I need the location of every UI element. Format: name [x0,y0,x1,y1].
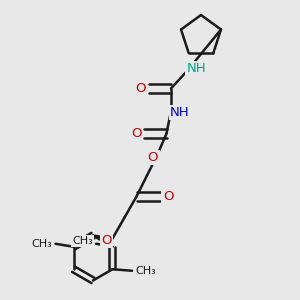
Text: CH₃: CH₃ [72,236,93,246]
Text: NH: NH [187,62,206,76]
Text: O: O [136,82,146,95]
Text: O: O [131,127,142,140]
Text: CH₃: CH₃ [135,266,156,276]
Text: O: O [148,151,158,164]
Text: O: O [163,190,173,203]
Text: NH: NH [170,106,190,119]
Text: O: O [101,233,112,247]
Text: CH₃: CH₃ [31,239,52,249]
